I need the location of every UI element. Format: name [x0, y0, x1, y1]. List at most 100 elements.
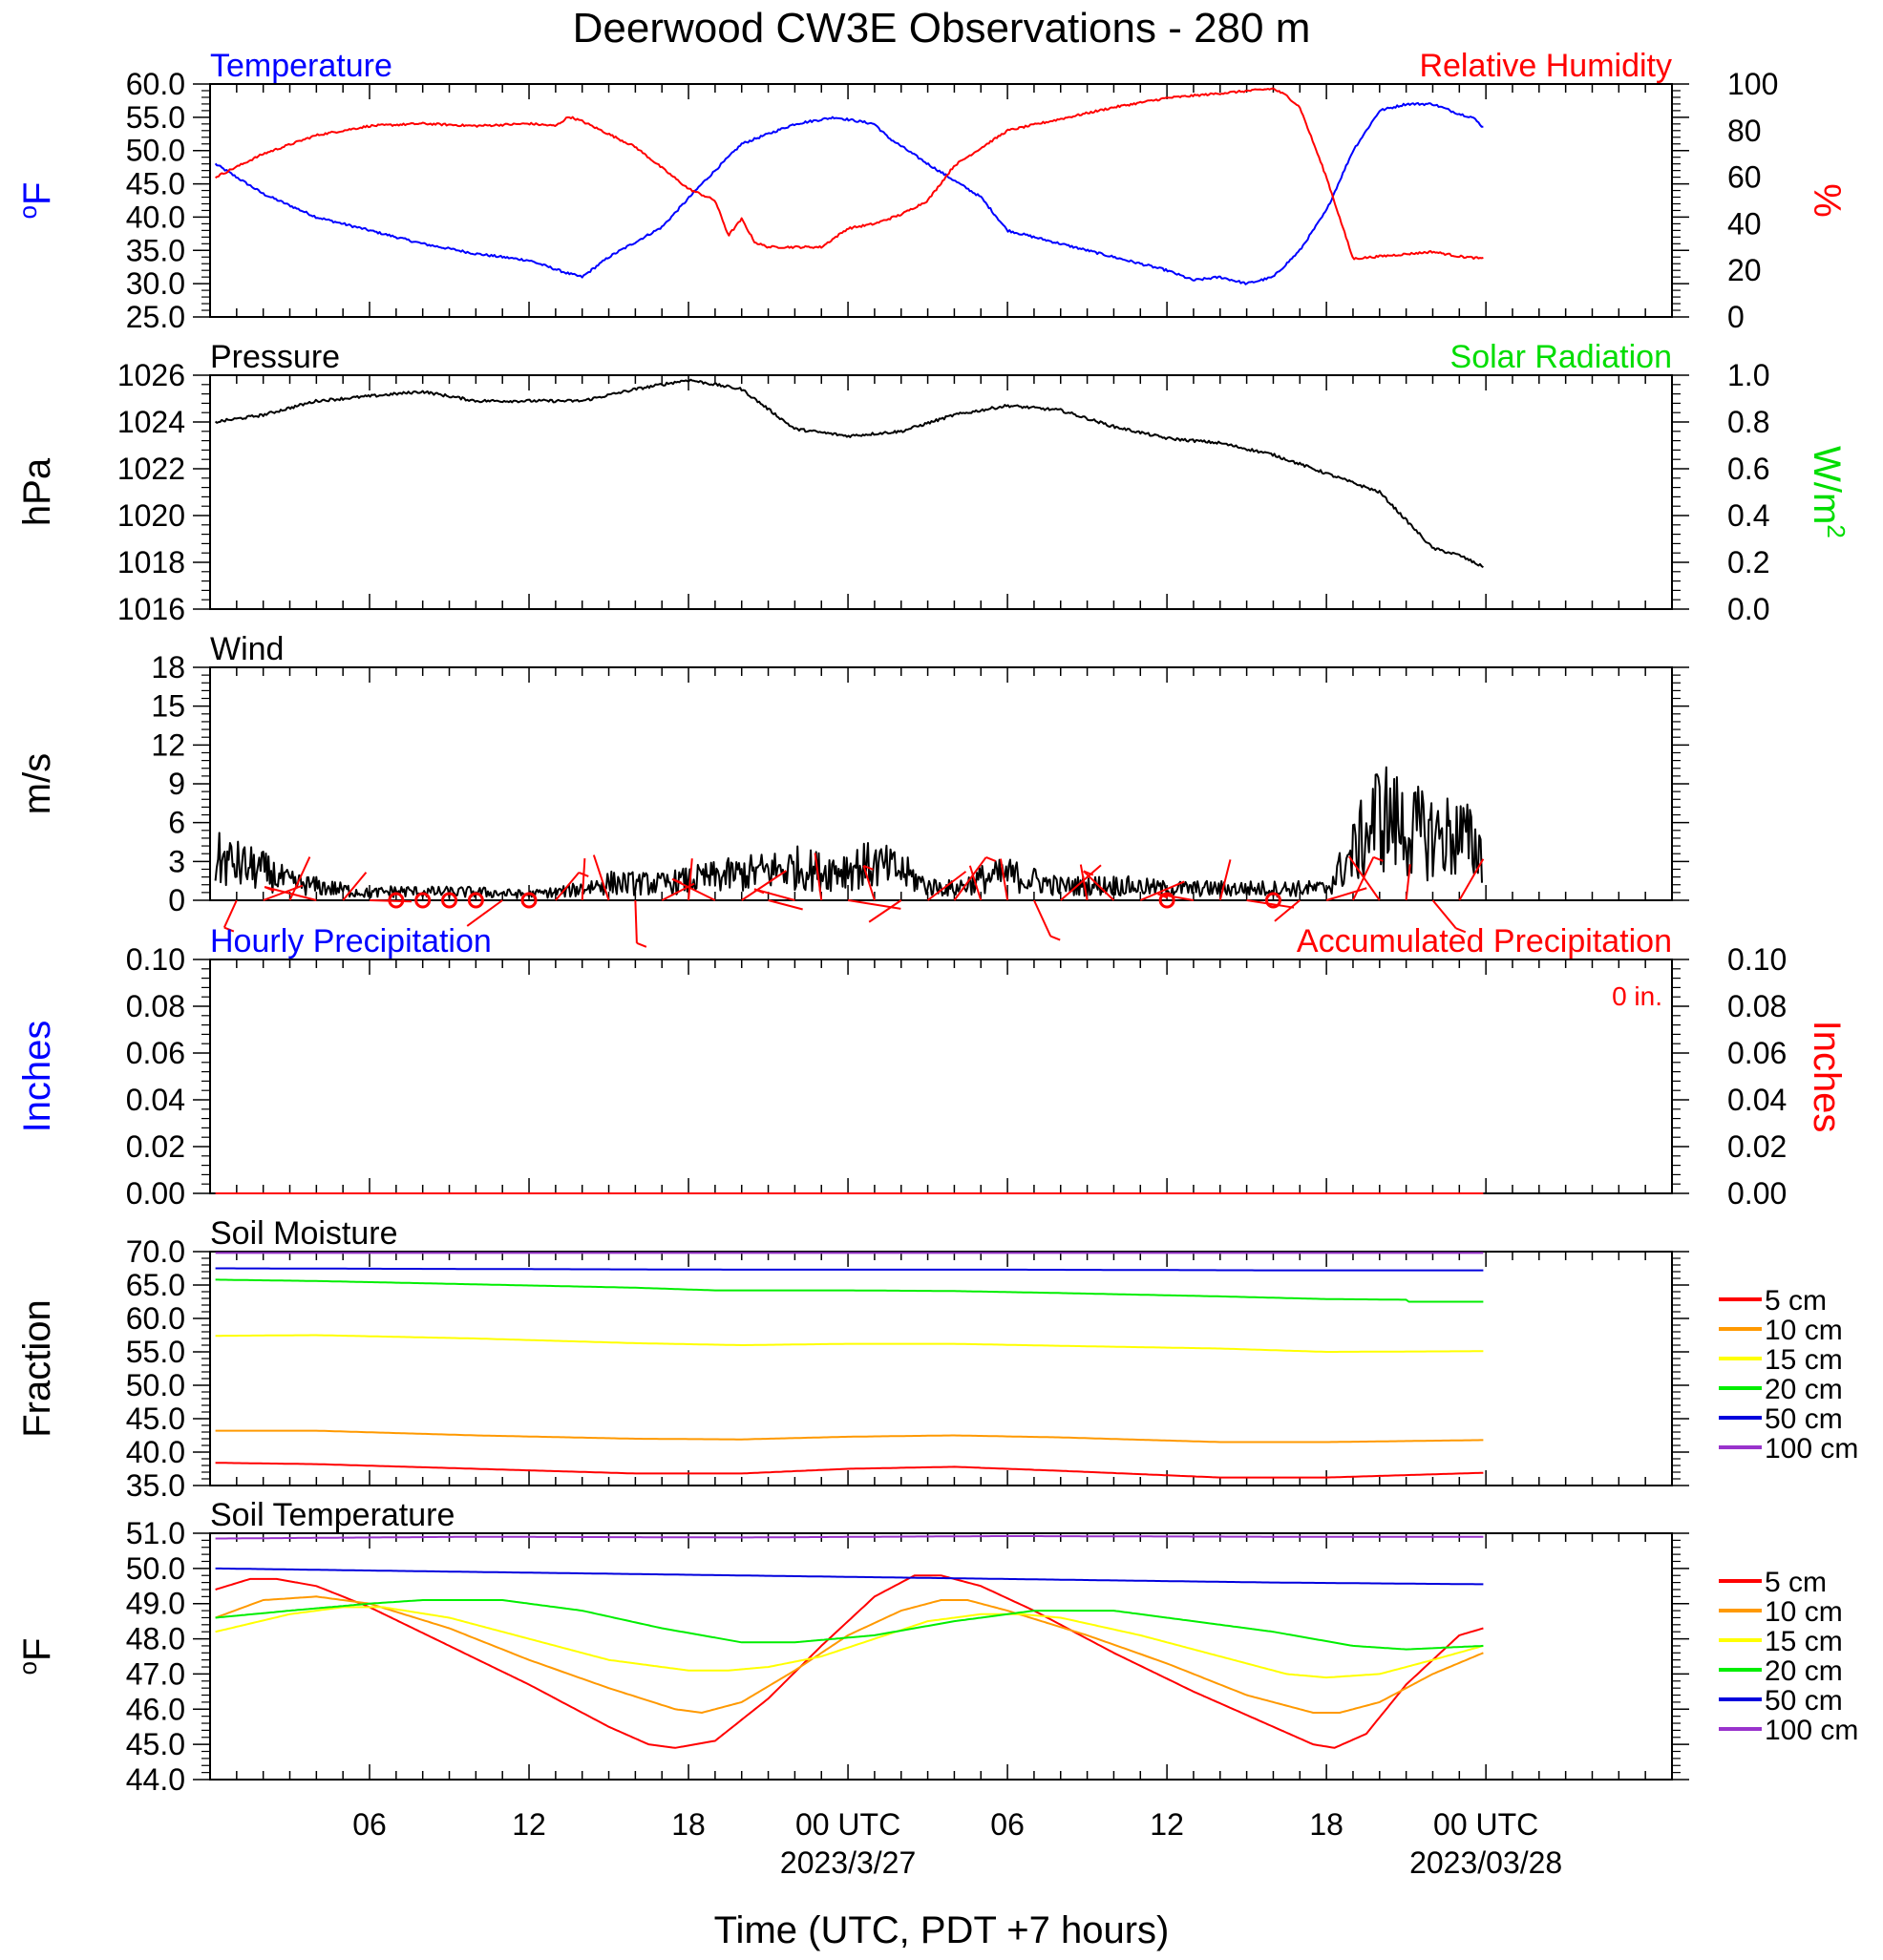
legend-label: 15 cm [1765, 1626, 1843, 1657]
y-tick-label-right: 0.02 [1727, 1129, 1787, 1164]
y-tick-label-left: 6 [168, 806, 185, 840]
y-axis-label-right: W/m2 [1806, 446, 1851, 538]
wind-barb-flag [671, 877, 683, 884]
y-tick-label-left: 9 [168, 767, 185, 801]
x-tick-label: 12 [512, 1807, 546, 1842]
y-tick-label-left: 40.0 [126, 1435, 185, 1469]
y-tick-label-left: 45.0 [126, 1402, 185, 1436]
y-tick-label-left: 35.0 [126, 233, 185, 267]
wind-barb [1079, 864, 1089, 901]
series-line-10-cm [215, 1595, 1484, 1714]
y-tick-label-right: 1.0 [1727, 358, 1769, 392]
legend-label: 100 cm [1765, 1715, 1858, 1746]
wind-barb [288, 856, 311, 901]
wind-barb-flag [1372, 855, 1384, 862]
wind-barb [342, 872, 368, 901]
calm-wind-circle [441, 892, 458, 909]
calm-wind-circle [467, 892, 484, 909]
series-line-15-cm [215, 1606, 1484, 1679]
y-tick-label-left: 1016 [117, 592, 185, 626]
y-axis-label-left: hPa [16, 457, 58, 526]
y-tick-label-left: 1020 [117, 498, 185, 533]
panel-temp_rh: 25.030.035.040.045.050.055.060.0 0 20 40 60 8… [13, 48, 1848, 334]
y-tick-label-left: 48.0 [126, 1622, 185, 1656]
series-line-100-cm [215, 1534, 1484, 1540]
series-line-20-cm [215, 1278, 1484, 1303]
wind-barb [466, 899, 503, 927]
legend-label: 5 cm [1765, 1285, 1827, 1317]
panels: 25.030.035.040.045.050.055.060.002040608… [13, 48, 1858, 1797]
y-tick-label-left: 50.0 [126, 1368, 185, 1402]
wind-barb [1352, 856, 1375, 901]
y-axis-label-right: Inches [1806, 1021, 1848, 1133]
panel-frame [209, 1532, 1673, 1781]
wind-barb [222, 899, 238, 928]
panel-title-left: Pressure [210, 339, 340, 375]
y-tick-label-left: 3 [168, 844, 185, 878]
panel-title-right: Accumulated Precipitation [1297, 923, 1672, 959]
y-axis-label-left: oF [13, 1638, 58, 1675]
x-tick-label: 00 UTC [795, 1807, 900, 1842]
wind-barb [1060, 864, 1102, 901]
y-tick-label-left: 1018 [117, 545, 185, 580]
y-tick-label-left: 0.08 [126, 989, 185, 1023]
panel-frame [209, 1251, 1673, 1486]
series-line-10-cm [215, 1429, 1484, 1444]
y-tick-label-left: 47.0 [126, 1656, 185, 1691]
wind-barb [768, 899, 803, 911]
y-tick-label-left: 15 [151, 689, 185, 724]
panel-title-left: Soil Temperature [210, 1497, 455, 1533]
y-tick-label-right: 80 [1727, 114, 1762, 148]
y-tick-label-right: 60 [1727, 160, 1762, 195]
legend-label: 100 cm [1765, 1433, 1858, 1465]
calm-wind-circle [414, 892, 432, 909]
y-tick-label-left: 44.0 [126, 1762, 185, 1797]
wind-barb [1274, 899, 1301, 922]
legend-label: 10 cm [1765, 1596, 1843, 1628]
y-tick-label-left: 45.0 [126, 1727, 185, 1761]
y-tick-label-left: 0.04 [126, 1083, 185, 1117]
y-tick-label-right: 0 [1727, 300, 1745, 334]
series-line-50-cm [215, 1567, 1484, 1586]
y-tick-label-right: 0.8 [1727, 405, 1769, 439]
y-tick-label-left: 0.02 [126, 1129, 185, 1164]
y-tick-label-left: 18 [151, 650, 185, 685]
wind-barb [1033, 899, 1052, 937]
wind-barb [264, 886, 317, 901]
series-line-temperature [214, 101, 1484, 285]
wind-barb [634, 899, 638, 943]
y-tick-label-right: 0.2 [1727, 545, 1769, 580]
y-tick-label-left: 55.0 [126, 100, 185, 135]
y-tick-label-right: 40 [1727, 206, 1762, 241]
legend-label: 50 cm [1765, 1685, 1843, 1717]
y-tick-label-left: 50.0 [126, 1551, 185, 1586]
x-tick-label: 06 [990, 1807, 1025, 1842]
y-tick-label-left: 0.10 [126, 942, 185, 977]
wind-barb [1083, 870, 1115, 901]
accumulated-annotation: 0 in. [1612, 981, 1662, 1011]
y-axis-label-left: m/s [16, 753, 58, 814]
panel-title-left: Soil Moisture [210, 1215, 398, 1252]
wind-barb [953, 856, 987, 901]
wind-barb [1405, 864, 1411, 901]
x-tick-label: 18 [671, 1807, 706, 1842]
wind-barb [999, 858, 1009, 901]
y-tick-label-right: 0.04 [1727, 1083, 1787, 1117]
x-tick-date-label: 2023/03/28 [1409, 1845, 1562, 1880]
wind-barb [592, 854, 610, 901]
panel-soil_temperature: 44.045.046.047.048.049.050.051.0 oF Soil T… [13, 1497, 1858, 1797]
wind-barb [1246, 899, 1295, 909]
y-tick-label-left: 55.0 [126, 1335, 185, 1369]
wind-barb [555, 872, 581, 901]
wind-barb-flag [264, 886, 275, 892]
wind-barb-flag [985, 856, 997, 862]
y-tick-label-right: 0.08 [1727, 989, 1787, 1023]
legend-label: 20 cm [1765, 1655, 1843, 1687]
y-tick-label-left: 0.06 [126, 1036, 185, 1070]
wind-barb-flag [1049, 935, 1061, 941]
y-tick-label-left: 50.0 [126, 134, 185, 168]
calm-wind-circle [520, 892, 538, 909]
y-tick-label-left: 0.00 [126, 1176, 185, 1211]
